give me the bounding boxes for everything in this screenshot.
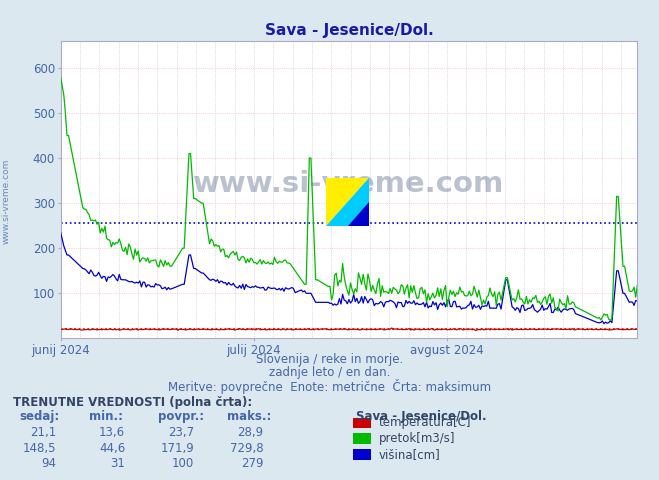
Polygon shape bbox=[348, 202, 369, 226]
Polygon shape bbox=[326, 178, 369, 226]
Text: Meritve: povprečne  Enote: metrične  Črta: maksimum: Meritve: povprečne Enote: metrične Črta:… bbox=[168, 379, 491, 394]
Text: zadnje leto / en dan.: zadnje leto / en dan. bbox=[269, 366, 390, 379]
Text: maks.:: maks.: bbox=[227, 410, 272, 423]
Text: 279: 279 bbox=[241, 457, 264, 470]
Text: 100: 100 bbox=[172, 457, 194, 470]
Text: sedaj:: sedaj: bbox=[20, 410, 60, 423]
Text: 13,6: 13,6 bbox=[99, 426, 125, 439]
Text: min.:: min.: bbox=[89, 410, 123, 423]
Text: 44,6: 44,6 bbox=[99, 442, 125, 455]
Text: www.si-vreme.com: www.si-vreme.com bbox=[193, 169, 505, 198]
Text: pretok[m3/s]: pretok[m3/s] bbox=[379, 432, 455, 445]
Title: Sava - Jesenice/Dol.: Sava - Jesenice/Dol. bbox=[264, 23, 434, 38]
Text: Sava - Jesenice/Dol.: Sava - Jesenice/Dol. bbox=[356, 410, 486, 423]
Text: 171,9: 171,9 bbox=[161, 442, 194, 455]
Text: 21,1: 21,1 bbox=[30, 426, 56, 439]
Polygon shape bbox=[326, 178, 369, 226]
Text: TRENUTNE VREDNOSTI (polna črta):: TRENUTNE VREDNOSTI (polna črta): bbox=[13, 396, 252, 409]
Text: višina[cm]: višina[cm] bbox=[379, 448, 441, 461]
Text: www.si-vreme.com: www.si-vreme.com bbox=[2, 159, 11, 244]
Text: 148,5: 148,5 bbox=[22, 442, 56, 455]
Text: 31: 31 bbox=[110, 457, 125, 470]
Text: temperatura[C]: temperatura[C] bbox=[379, 416, 471, 430]
Text: povpr.:: povpr.: bbox=[158, 410, 204, 423]
Text: 94: 94 bbox=[41, 457, 56, 470]
Text: 28,9: 28,9 bbox=[237, 426, 264, 439]
Text: Slovenija / reke in morje.: Slovenija / reke in morje. bbox=[256, 353, 403, 366]
Text: 23,7: 23,7 bbox=[168, 426, 194, 439]
Text: 729,8: 729,8 bbox=[230, 442, 264, 455]
